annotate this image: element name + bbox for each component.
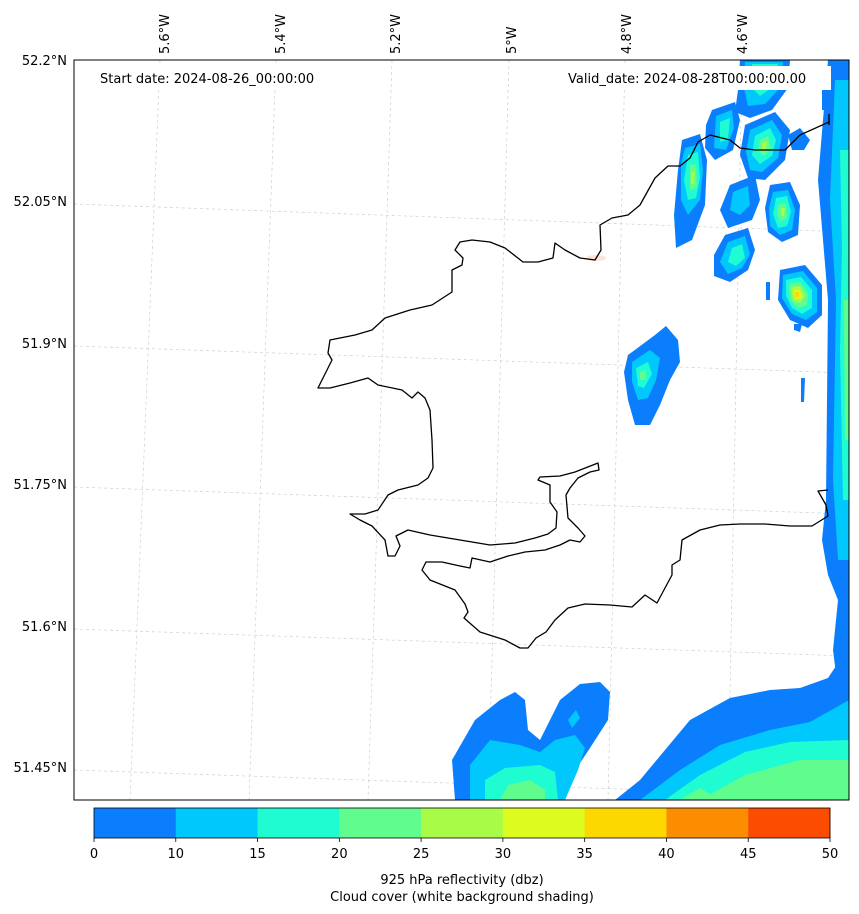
lat-label-52-2n: 52.2°N (22, 54, 67, 69)
start-date-box: Start date: 2024-08-26_00:00:00 (92, 66, 340, 90)
longitude-labels: 5.6°W 5.4°W 5.2°W 5°W 4.8°W 4.6°W (158, 14, 751, 54)
colorbar-segment (94, 808, 177, 838)
colorbar-segment (666, 808, 749, 838)
colorbar: 0 10 15 20 25 30 35 40 45 50 925 hPa reflectivity… (90, 807, 838, 905)
lat-label-51-6n: 51.6°N (22, 620, 67, 635)
valid-date-text: Valid_date: 2024-08-28T00:00:00.00 (568, 72, 806, 87)
colorbar-ticks: 0 10 15 20 25 30 35 40 45 50 (90, 838, 838, 862)
colorbar-tick-label: 35 (576, 847, 593, 862)
colorbar-tick-label: 50 (822, 847, 839, 862)
colorbar-tick-label: 0 (90, 847, 98, 862)
lat-label-51-75n: 51.75°N (14, 478, 67, 493)
colorbar-segment (257, 808, 340, 838)
colorbar-tick-label: 20 (331, 847, 348, 862)
colorbar-tick-label: 30 (495, 847, 512, 862)
colorbar-label-line2: Cloud cover (white background shading) (330, 890, 594, 905)
lon-label-5w: 5°W (505, 26, 520, 54)
colorbar-tick-label: 15 (249, 847, 266, 862)
plot-background (74, 60, 849, 800)
lon-label-4-6w: 4.6°W (736, 14, 751, 54)
colorbar-segment (339, 808, 422, 838)
colorbar-segment (502, 808, 586, 838)
lon-label-5-4w: 5.4°W (274, 14, 289, 54)
colorbar-label-line1: 925 hPa reflectivity (dbz) (380, 873, 543, 888)
colorbar-segment (175, 808, 259, 838)
colorbar-segments (94, 808, 831, 838)
lon-label-4-8w: 4.8°W (620, 14, 635, 54)
reflectivity-central-cell (624, 326, 680, 425)
lat-label-52-05n: 52.05°N (14, 195, 67, 210)
latitude-labels: 52.2°N 52.05°N 51.9°N 51.75°N 51.6°N 51.… (14, 54, 67, 776)
valid-date-box: Valid_date: 2024-08-28T00:00:00.00 (561, 66, 831, 90)
lat-label-51-45n: 51.45°N (14, 761, 67, 776)
plot-frame (73, 59, 850, 801)
colorbar-tick-label: 45 (740, 847, 757, 862)
colorbar-frame (93, 807, 831, 839)
colorbar-segment (748, 808, 831, 838)
colorbar-tick-label: 25 (413, 847, 430, 862)
reflectivity-east-band (818, 60, 849, 690)
colorbar-segment (584, 808, 667, 838)
colorbar-tick-label: 40 (658, 847, 675, 862)
lon-label-5-2w: 5.2°W (389, 14, 404, 54)
lon-label-5-6w: 5.6°W (158, 14, 173, 54)
colorbar-tick-label: 10 (168, 847, 185, 862)
coastline (317, 114, 830, 649)
colorbar-segment (421, 808, 504, 838)
lat-label-51-9n: 51.9°N (22, 337, 67, 352)
start-date-text: Start date: 2024-08-26_00:00:00 (100, 72, 314, 87)
reflectivity-south-band (452, 640, 849, 800)
